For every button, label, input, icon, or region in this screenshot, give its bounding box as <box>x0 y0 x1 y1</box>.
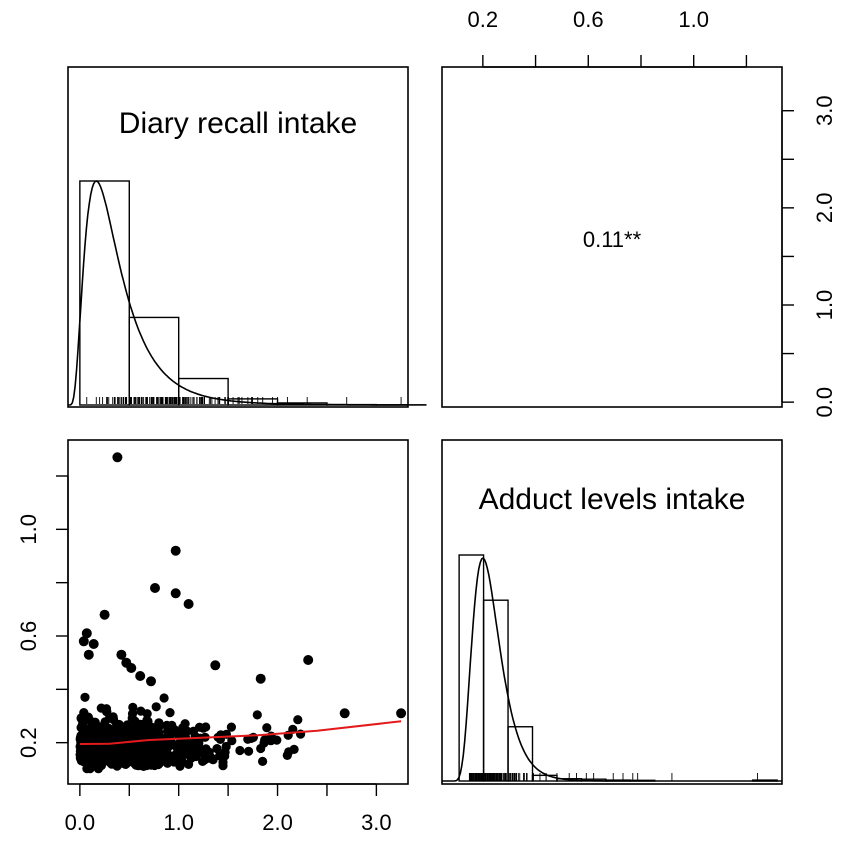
x-tick-label-top: 0.6 <box>573 7 604 32</box>
scatter-point <box>184 760 193 769</box>
scatter-point <box>160 693 169 702</box>
scatter-point <box>235 746 244 755</box>
scatter-point <box>84 650 94 660</box>
scatter-point <box>112 452 122 462</box>
x-tick-label-top: 1.0 <box>678 7 709 32</box>
scatter-point <box>253 710 262 719</box>
scatter-point <box>303 655 313 665</box>
scatter-point <box>82 759 91 768</box>
scatter-point <box>181 750 190 759</box>
scatter-point <box>146 676 156 686</box>
scatter-point <box>284 747 293 756</box>
scatter-point <box>128 703 137 712</box>
y-tick-label-right: 0.0 <box>812 387 837 418</box>
scatter-point <box>184 599 194 609</box>
x-tick-label-bottom: 3.0 <box>361 810 392 835</box>
scatter-point <box>126 663 136 673</box>
correlation-value: 0.11** <box>583 227 642 252</box>
scatter-point <box>191 739 200 748</box>
scatter-point <box>122 748 131 757</box>
histogram-bar <box>533 775 557 781</box>
histogram-bar <box>508 727 532 781</box>
scatter-point <box>293 715 302 724</box>
scatter-point <box>148 744 157 753</box>
scatter-point <box>201 722 210 731</box>
x-tick-label-bottom: 1.0 <box>163 810 194 835</box>
scatter-point <box>258 757 267 766</box>
scatter-point <box>117 726 126 735</box>
scatter-point <box>218 761 227 770</box>
scatter-point <box>266 736 275 745</box>
scatter-point <box>150 761 159 770</box>
scatter-point <box>130 752 139 761</box>
scatter-point <box>95 734 104 743</box>
scatter-point <box>80 693 89 702</box>
scatter-point <box>207 754 216 763</box>
histogram-bar <box>459 555 483 781</box>
scatter-point <box>102 707 111 716</box>
histogram-bar <box>179 379 228 405</box>
scatter-point <box>98 746 107 755</box>
scatter-point <box>89 639 99 649</box>
scatter-point <box>139 762 148 771</box>
scatter-point <box>109 758 118 767</box>
scatter-point <box>156 751 165 760</box>
scatter-point <box>155 728 164 737</box>
scatter-point <box>150 583 160 593</box>
scatter-point <box>210 660 220 670</box>
scatter-point <box>79 636 89 646</box>
scatter-point <box>165 708 174 717</box>
density-curve-diary <box>68 181 408 405</box>
y-tick-label-left: 0.6 <box>16 621 41 652</box>
x-tick-label-bottom: 0.0 <box>65 810 96 835</box>
diagonal-label-adduct: Adduct levels intake <box>479 483 746 516</box>
scatter-point <box>86 745 95 754</box>
density-curve-adduct <box>442 558 782 781</box>
scatter-point <box>199 747 208 756</box>
scatter-point <box>396 708 406 718</box>
y-tick-label-right: 2.0 <box>812 193 837 224</box>
scatter-point <box>167 721 176 730</box>
histogram-adduct <box>442 555 782 781</box>
scatter-point <box>178 738 187 747</box>
scatter-point <box>128 714 137 723</box>
x-tick-label-bottom: 2.0 <box>262 810 293 835</box>
scatter-point <box>138 726 147 735</box>
scatter-point <box>171 546 181 556</box>
diagonal-label-diary: Diary recall intake <box>119 107 357 140</box>
y-tick-label-right: 1.0 <box>812 290 837 321</box>
scatter-point <box>212 744 221 753</box>
histogram-bar <box>484 600 508 781</box>
scatter-point <box>105 730 114 739</box>
scatter-point <box>83 727 92 736</box>
scatter-point <box>256 674 266 684</box>
y-tick-label-left: 0.2 <box>16 727 41 758</box>
scatter-point <box>100 610 110 620</box>
y-tick-label-left: 1.0 <box>16 514 41 545</box>
scatter-point <box>171 588 181 598</box>
scatter-point <box>244 747 253 756</box>
scatter-point <box>163 759 172 768</box>
scatter-point <box>136 707 145 716</box>
scatter-point <box>340 708 350 718</box>
histogram-diary <box>68 181 426 405</box>
scatter-point <box>262 723 271 732</box>
scatter-points <box>76 452 407 773</box>
scatter-point <box>152 702 161 711</box>
x-tick-label-top: 0.2 <box>468 7 499 32</box>
y-tick-label-right: 3.0 <box>812 95 837 126</box>
scatter-point <box>135 671 145 681</box>
scatter-point <box>227 723 236 732</box>
